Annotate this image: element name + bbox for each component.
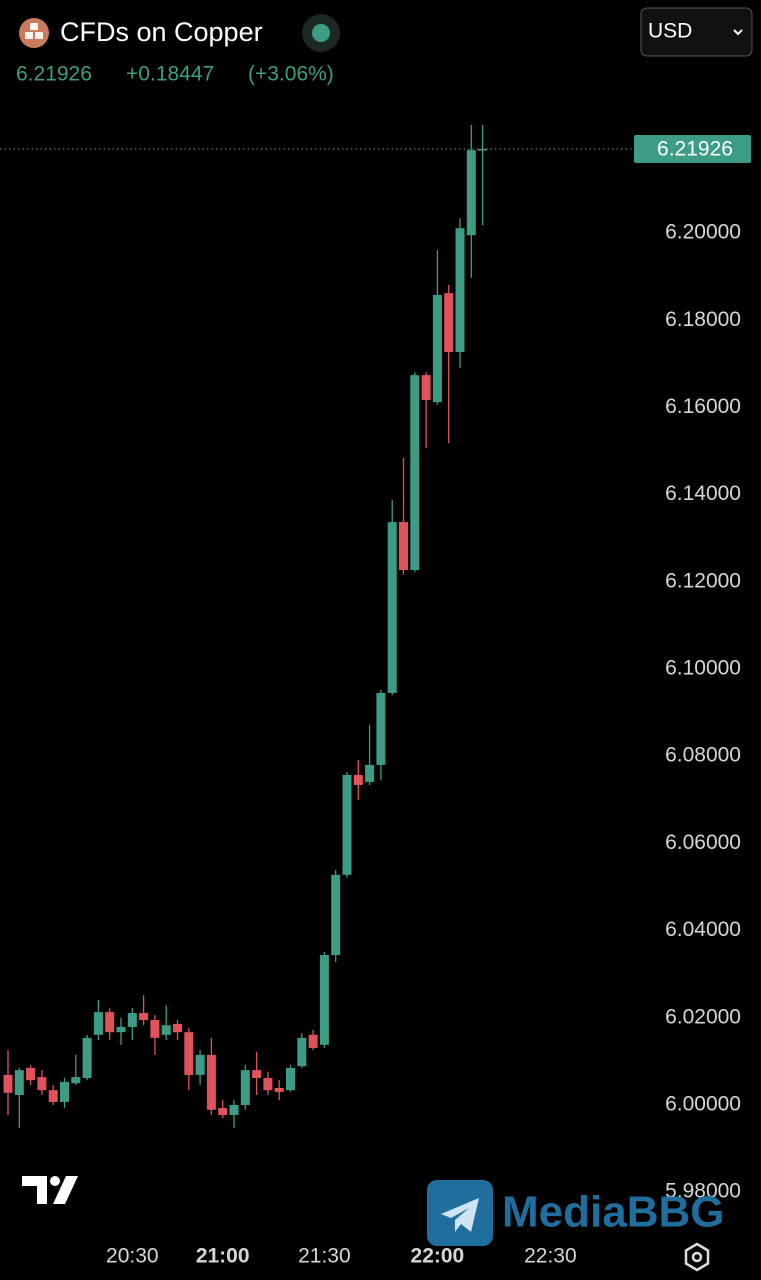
- y-tick-label: 6.18000: [665, 308, 741, 331]
- plot: 5.98000 6.00000 6.02000 6.04000 6.06000 6.080…: [0, 124, 751, 1268]
- candle-body: [308, 1034, 318, 1048]
- candle-body: [319, 955, 329, 1045]
- x-tick-label: 20:30: [106, 1245, 159, 1268]
- candle-body: [37, 1077, 47, 1091]
- candle-body: [14, 1070, 24, 1095]
- y-tick-label: 5.98000: [665, 1180, 741, 1203]
- price: 6.21926: [16, 63, 92, 86]
- candle-body: [26, 1067, 36, 1081]
- y-tick-label: 6.00000: [665, 1093, 741, 1116]
- candle-body: [161, 1025, 171, 1035]
- candle-body: [48, 1090, 58, 1102]
- y-tick-label: 6.20000: [665, 221, 741, 244]
- y-tick-label: 6.02000: [665, 1005, 741, 1028]
- candle-body: [82, 1037, 92, 1078]
- candle-body: [218, 1108, 228, 1116]
- y-tick-label: 6.06000: [665, 831, 741, 854]
- candle-body: [173, 1023, 182, 1033]
- x-tick-label: 22:00: [411, 1245, 465, 1268]
- tv-logo: [22, 1176, 78, 1204]
- currency[interactable]: USD: [648, 20, 692, 43]
- candle-body: [105, 1012, 115, 1033]
- candle-body: [71, 1077, 81, 1084]
- candle-body: [263, 1077, 273, 1091]
- symbol-icon: [19, 18, 49, 48]
- settings-icon[interactable]: [684, 1242, 710, 1272]
- watermark-icon: [427, 1180, 493, 1246]
- candle-body: [387, 522, 397, 693]
- candle-body: [139, 1013, 149, 1020]
- candle-body: [240, 1070, 250, 1105]
- candle-body: [184, 1032, 194, 1075]
- y-tick-label: 6.16000: [665, 395, 741, 418]
- y-tick-label: 6.10000: [665, 657, 741, 680]
- candle-body: [3, 1074, 13, 1093]
- candle-body: [206, 1054, 216, 1110]
- candle-body: [195, 1054, 205, 1075]
- title: CFDs on Copper: [60, 17, 263, 47]
- candle-body: [93, 1012, 103, 1035]
- status-dot: [312, 24, 330, 42]
- candle-body: [421, 375, 431, 400]
- last-price-label: 6.21926: [657, 138, 733, 161]
- candle-body: [466, 150, 476, 236]
- candle-body: [274, 1087, 284, 1092]
- y-tick-label: 6.12000: [665, 569, 741, 592]
- y-tick-label: 6.04000: [665, 918, 741, 941]
- x-tick-label: 21:00: [196, 1245, 250, 1268]
- candle-body: [229, 1104, 239, 1116]
- candle-body: [444, 293, 454, 353]
- y-tick-label: 6.08000: [665, 744, 741, 767]
- candle-body: [478, 149, 488, 151]
- y-tick-label: 6.14000: [665, 482, 741, 505]
- currency-select[interactable]: [640, 7, 753, 57]
- candle-body: [376, 692, 386, 765]
- last-price-tag: [634, 135, 751, 164]
- candle-body: [342, 774, 352, 875]
- change-percent: (+3.06%): [248, 63, 334, 86]
- candle-body: [286, 1067, 295, 1091]
- candle-body: [150, 1019, 160, 1038]
- candle-body: [331, 874, 341, 956]
- candle-body: [252, 1070, 262, 1078]
- candle-body: [399, 522, 408, 571]
- x-tick-label: 21:30: [298, 1245, 351, 1268]
- candle-body: [353, 774, 363, 785]
- watermark: MediaBBG: [502, 1188, 724, 1237]
- x-tick-label: 22:30: [524, 1245, 577, 1268]
- candle-body: [455, 228, 465, 353]
- candle-body: [116, 1026, 126, 1033]
- candle-body: [60, 1081, 69, 1102]
- candle-body: [127, 1013, 137, 1027]
- chevron: [733, 29, 743, 36]
- candle-body: [297, 1037, 307, 1067]
- candle-body: [410, 375, 420, 571]
- candle-body: [365, 764, 375, 782]
- change: +0.18447: [126, 63, 214, 86]
- candle-body: [432, 294, 442, 403]
